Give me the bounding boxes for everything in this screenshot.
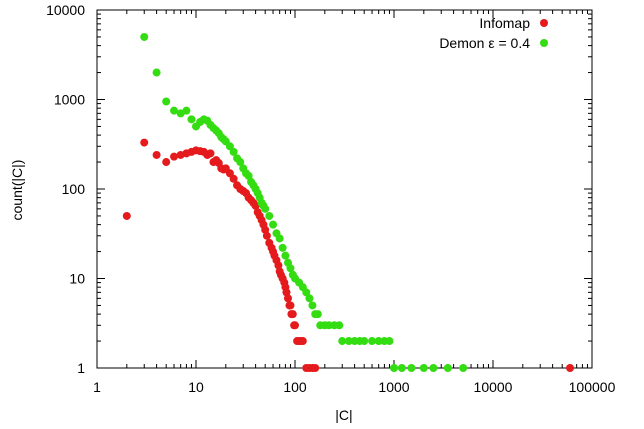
data-point [281, 251, 290, 260]
data-point [308, 301, 317, 310]
data-point [443, 364, 452, 372]
data-point [262, 231, 271, 240]
data-point [305, 294, 314, 303]
data-point [170, 106, 179, 115]
data-point [229, 147, 238, 156]
data-point [236, 158, 245, 167]
data-points [122, 32, 575, 372]
data-point [122, 211, 131, 220]
x-tick-label: 1000 [378, 379, 409, 395]
data-point [390, 364, 398, 372]
x-axis-label: |C| [335, 407, 352, 423]
data-point [170, 152, 179, 161]
x-tick-labels: 1 10 100 1000 10000 100000 [93, 379, 615, 395]
legend-marker-infomap [540, 19, 548, 27]
data-point [282, 288, 291, 297]
data-point [311, 364, 320, 372]
data-point [278, 243, 287, 252]
data-point [140, 138, 149, 147]
legend: Infomap Demon ε = 0.4 [439, 15, 548, 51]
y-tick-label: 100 [62, 181, 86, 197]
legend-label-infomap: Infomap [479, 15, 530, 31]
data-point [419, 364, 428, 372]
data-point [140, 32, 149, 41]
x-tick-label: 10 [188, 379, 204, 395]
data-point [206, 149, 215, 158]
legend-marker-demon [540, 39, 548, 47]
data-point [368, 337, 377, 346]
legend-label-demon: Demon ε = 0.4 [439, 35, 530, 51]
y-tick-label: 1 [77, 360, 85, 376]
data-point [459, 364, 468, 372]
data-point [284, 294, 293, 303]
data-point [152, 68, 161, 77]
data-point [374, 337, 383, 346]
data-point [302, 288, 311, 297]
y-tick-label: 10 [69, 271, 85, 287]
x-tick-label: 100000 [569, 379, 616, 395]
data-point [265, 211, 274, 220]
data-point [182, 106, 191, 115]
x-tick-label: 10000 [474, 379, 513, 395]
data-point [187, 115, 196, 124]
data-point [324, 321, 333, 330]
data-point [344, 337, 353, 346]
data-point [385, 337, 394, 346]
y-tick-labels: 1 10 100 1000 10000 [46, 2, 85, 376]
x-tick-label: 1 [93, 379, 101, 395]
data-point [275, 234, 284, 243]
y-tick-label: 10000 [46, 2, 85, 18]
data-point [335, 321, 344, 330]
data-point [338, 337, 347, 346]
data-point [244, 171, 253, 180]
data-point [162, 97, 171, 106]
data-point [360, 337, 369, 346]
y-tick-label: 1000 [54, 92, 85, 108]
data-point [429, 364, 438, 372]
data-point [288, 310, 297, 319]
tick-marks [96, 9, 593, 369]
data-point [261, 204, 270, 213]
data-point [152, 150, 161, 159]
x-tick-label: 100 [283, 379, 307, 395]
data-point [291, 321, 299, 330]
data-point [298, 337, 307, 346]
data-point [407, 364, 416, 372]
data-point [229, 174, 238, 183]
data-point [251, 201, 260, 210]
plot-frame [96, 9, 593, 369]
data-point [313, 310, 322, 319]
data-point [162, 158, 171, 167]
data-point [397, 364, 406, 372]
data-point [269, 220, 278, 229]
series-0 [122, 138, 575, 372]
data-point [261, 225, 270, 234]
data-point [566, 364, 575, 372]
y-axis-label: count(|C|) [9, 160, 25, 221]
data-point [274, 261, 283, 270]
series-1 [140, 32, 468, 372]
data-point [286, 301, 295, 310]
data-point [286, 264, 295, 273]
